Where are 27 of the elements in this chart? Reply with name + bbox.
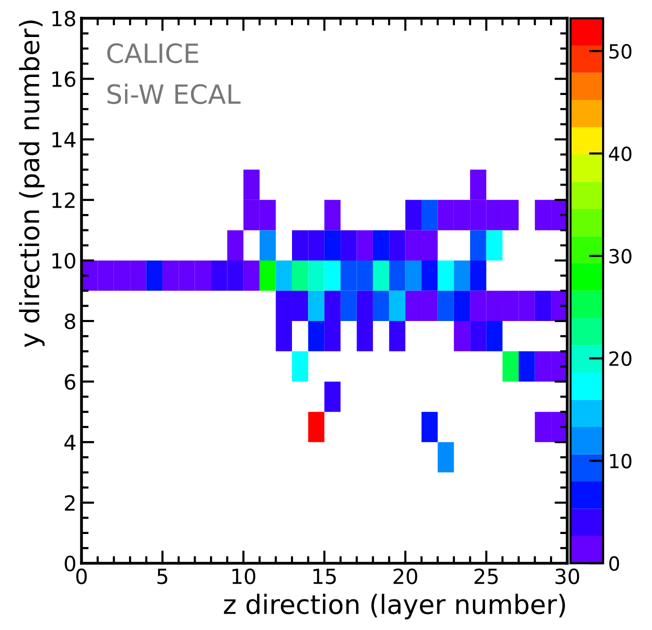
x-axis-title: z direction (layer number): [224, 594, 565, 620]
color-bar-label: 20: [609, 351, 632, 366]
y-tick-label: 4: [64, 434, 76, 450]
y-tick-label: 8: [64, 313, 76, 330]
x-tick-label: 0: [76, 568, 87, 584]
y-tick-label: 14: [52, 132, 76, 148]
annotation: CALICE: [107, 43, 198, 64]
y-tick-label: 10: [52, 252, 76, 269]
x-tick-label: 10: [232, 568, 256, 584]
color-bar-label: 30: [609, 248, 632, 264]
x-tick-label: 15: [313, 568, 336, 584]
y-tick-label: 18: [52, 10, 76, 26]
x-tick-label: 25: [474, 568, 498, 584]
y-axis-title: y direction (pad number): [19, 20, 45, 348]
y-tick-label: 16: [52, 71, 76, 88]
color-bar-label: 50: [609, 44, 632, 59]
color-bar-label: 0: [609, 556, 620, 571]
annotation: Si-W ECAL: [108, 84, 241, 104]
color-bar-label: 10: [610, 454, 632, 468]
color-bar-label: 40: [608, 146, 632, 162]
x-tick-label: 5: [157, 568, 168, 584]
y-tick-label: 2: [64, 495, 75, 511]
y-tick-label: 6: [64, 374, 76, 390]
y-tick-label: 0: [64, 556, 76, 572]
y-tick-label: 12: [52, 192, 75, 208]
x-tick-label: 20: [394, 568, 418, 584]
x-tick-label: 30: [556, 568, 580, 584]
